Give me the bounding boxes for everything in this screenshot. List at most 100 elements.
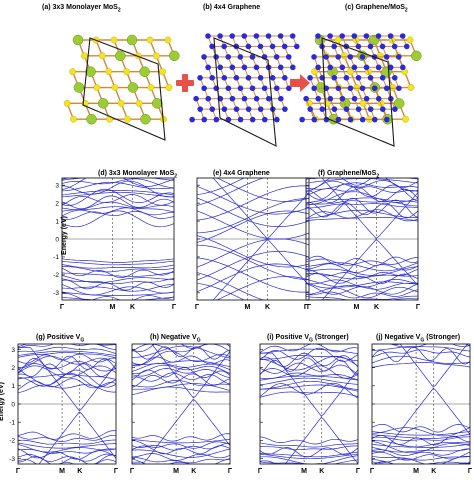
band-line (132, 433, 230, 442)
c-atom (278, 95, 284, 102)
s-atom (146, 36, 154, 44)
band-line (18, 468, 116, 478)
band-line (215, 276, 309, 300)
y-tick-label: -1 (53, 254, 59, 261)
band-line (18, 459, 116, 464)
band-line (132, 350, 230, 365)
mo-atom (393, 98, 405, 109)
band-line (18, 346, 116, 354)
k-point-label: M (353, 304, 359, 311)
band-line (372, 446, 470, 453)
band-line (62, 210, 174, 228)
band-line (306, 217, 418, 222)
c-atom (277, 64, 284, 71)
c-atom (315, 64, 321, 71)
band-lines (260, 344, 358, 481)
band-line (260, 453, 358, 460)
band-line (62, 181, 174, 192)
c-atom (273, 85, 280, 92)
band-line (62, 275, 174, 283)
band-line (197, 272, 265, 300)
lattice-structures (63, 33, 422, 147)
band-line (306, 202, 418, 219)
s-atom (334, 36, 342, 44)
c-atom (384, 116, 390, 123)
band-line (132, 438, 230, 444)
c-atom (299, 116, 305, 123)
supercell-outline (213, 37, 277, 147)
c-atom (375, 95, 382, 102)
s-atom (70, 115, 77, 123)
c-atom (285, 54, 292, 60)
band-line (132, 346, 230, 360)
k-point-label: Γ (114, 468, 119, 475)
band-line (62, 195, 174, 210)
k-point-label: K (431, 468, 436, 475)
c-atom (277, 33, 284, 39)
band-line (372, 355, 470, 364)
c-atom (311, 54, 317, 60)
c-atom (363, 64, 370, 71)
c-atom (339, 95, 346, 102)
k-point-label: Γ (195, 304, 200, 311)
c-atom (241, 95, 248, 102)
c-atom (331, 106, 338, 112)
band-line (388, 344, 470, 347)
band-line (260, 477, 358, 481)
c-atom (379, 43, 386, 50)
k-point-label: K (130, 304, 135, 311)
band-line (306, 278, 418, 288)
c-atom (197, 75, 203, 81)
c-atom (289, 33, 296, 39)
c-atom (363, 33, 370, 39)
band-line (132, 476, 230, 480)
band-line (62, 266, 174, 273)
band-line (132, 380, 230, 388)
band-line (389, 344, 470, 349)
y-tick-label: 2 (11, 365, 15, 372)
y-tick-label: 0 (55, 236, 59, 243)
k-point-label: Γ (468, 468, 473, 475)
s-atom (93, 84, 101, 91)
band-line (284, 416, 358, 464)
s-atom (135, 99, 143, 107)
panel-title-e: (e) 4x4 Graphene (213, 170, 270, 177)
c-atom (281, 43, 288, 50)
s-atom (147, 84, 155, 91)
mo-atom (72, 34, 84, 46)
c-atom (375, 33, 382, 39)
band-line (132, 368, 230, 378)
c-atom (217, 64, 224, 71)
structure-title-a: (a) 3x3 Monolayer MoS2 (42, 4, 121, 14)
band-line (18, 384, 116, 394)
s-atom (110, 36, 118, 44)
band-line (260, 475, 358, 481)
c-atom (221, 43, 227, 50)
y-tick-label: 1 (11, 383, 15, 390)
band-line (18, 363, 116, 377)
c-atom (221, 106, 228, 112)
c-atom (355, 106, 362, 112)
composition-arrows (176, 74, 310, 92)
band-line (197, 185, 309, 221)
band-line (260, 344, 358, 353)
band-line (260, 372, 358, 381)
y-tick-label: 2 (55, 200, 59, 207)
band-line (62, 293, 174, 300)
mo-atom (411, 50, 422, 62)
c-atom (331, 75, 338, 81)
band-line (62, 284, 174, 296)
band-line (321, 239, 418, 300)
band-line (62, 207, 174, 217)
band-line (18, 448, 116, 460)
band-line (306, 289, 418, 299)
s-atom (69, 68, 77, 76)
c-atom (307, 75, 313, 81)
band-line (372, 456, 470, 464)
band-line (62, 201, 174, 211)
band-line (260, 352, 358, 368)
c-atom (387, 33, 394, 39)
band-line (197, 210, 309, 243)
s-atom (389, 84, 397, 91)
band-line (372, 346, 470, 365)
